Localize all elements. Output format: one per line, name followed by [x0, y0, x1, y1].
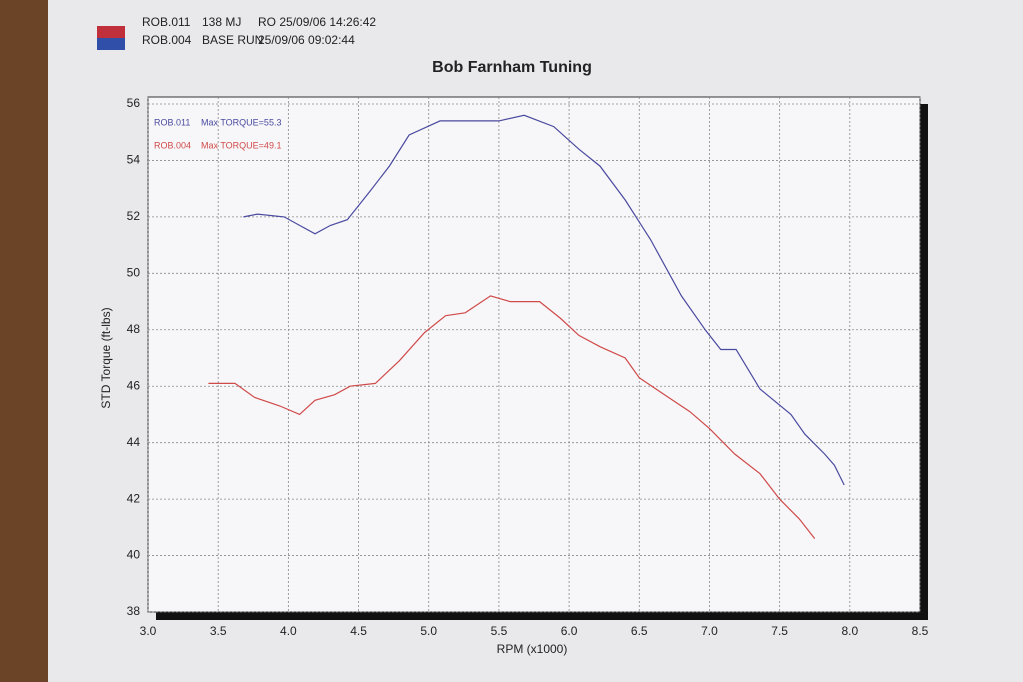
- header-name: ROB.004: [142, 33, 192, 47]
- x-tick-label: 5.5: [491, 624, 508, 638]
- y-tick-label: 54: [127, 153, 141, 167]
- header-swatch: [97, 26, 125, 38]
- y-tick-label: 42: [127, 491, 141, 505]
- x-tick-label: 3.0: [140, 624, 157, 638]
- annotation: Max TORQUE=49.1: [201, 140, 281, 150]
- y-tick-label: 46: [127, 378, 141, 392]
- annotation: Max TORQUE=55.3: [201, 117, 281, 127]
- header-swatch: [97, 38, 125, 50]
- header-desc: 138 MJ: [202, 15, 241, 29]
- header-info: RO 25/09/06 14:26:42: [258, 15, 376, 29]
- x-tick-label: 8.5: [912, 624, 929, 638]
- x-axis-label: RPM (x1000): [497, 642, 568, 656]
- y-tick-label: 52: [127, 209, 141, 223]
- x-tick-label: 4.5: [350, 624, 367, 638]
- header-info: 25/09/06 09:02:44: [258, 33, 355, 47]
- x-tick-label: 8.0: [841, 624, 858, 638]
- y-tick-label: 38: [127, 604, 141, 618]
- x-tick-label: 6.5: [631, 624, 648, 638]
- legend-name: ROB.004: [154, 140, 191, 150]
- header-desc: BASE RUN: [202, 33, 263, 47]
- series-line: [208, 295, 816, 539]
- chart-title: Bob Farnham Tuning: [432, 59, 592, 76]
- y-tick-label: 50: [127, 266, 141, 280]
- x-tick-label: 6.0: [561, 624, 578, 638]
- x-tick-label: 3.5: [210, 624, 227, 638]
- y-tick-label: 40: [127, 548, 141, 562]
- wood-edge: [0, 0, 52, 682]
- plot-area: [147, 96, 921, 613]
- legend-name: ROB.011: [154, 117, 190, 127]
- x-tick-label: 7.0: [701, 624, 718, 638]
- x-tick-label: 7.5: [771, 624, 788, 638]
- y-tick-label: 56: [127, 96, 141, 110]
- y-axis-label: STD Torque (ft-lbs): [99, 307, 113, 408]
- y-tick-label: 48: [127, 322, 141, 336]
- x-tick-label: 4.0: [280, 624, 297, 638]
- header-name: ROB.011: [142, 15, 191, 29]
- x-tick-label: 5.0: [420, 624, 437, 638]
- series-line: [243, 114, 845, 486]
- y-tick-label: 44: [127, 435, 141, 449]
